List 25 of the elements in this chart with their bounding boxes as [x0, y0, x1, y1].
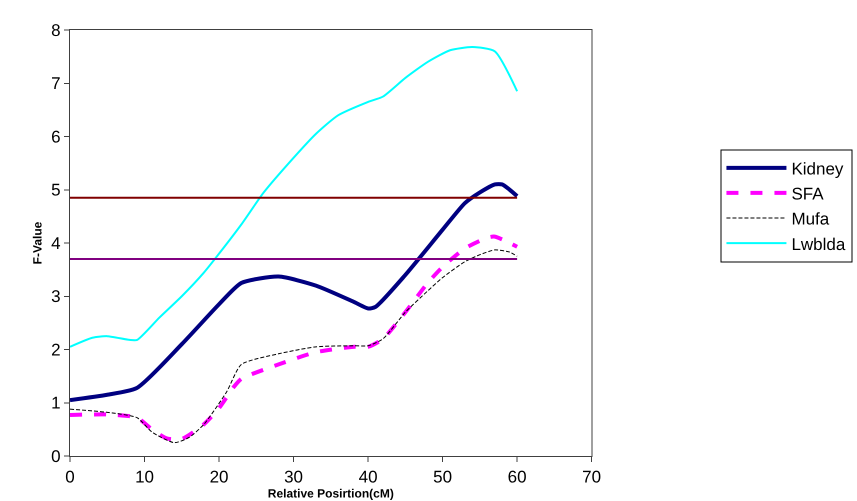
- x-tick-label: 10: [135, 467, 154, 486]
- line-series: [70, 182, 520, 402]
- legend-label: Lwblda: [791, 234, 846, 254]
- y-tick-label: 6: [51, 127, 61, 146]
- y-tick-label: 7: [51, 74, 61, 94]
- y-tick-label: 2: [51, 340, 61, 360]
- x-tick-label: 60: [508, 467, 527, 486]
- x-tick-label: 50: [433, 467, 452, 486]
- x-tick-label: 40: [358, 467, 378, 486]
- y-tick-label: 0: [51, 446, 61, 466]
- x-tick-label: 0: [65, 467, 75, 486]
- legend-label: Kidney: [791, 159, 844, 178]
- y-axis-title: F-Value: [30, 221, 44, 264]
- y-tick-label: 4: [51, 234, 61, 253]
- y-tick-label: 3: [51, 287, 61, 306]
- x-tick-label: 20: [210, 467, 228, 486]
- y-tick-label: 1: [51, 394, 61, 413]
- line-series: [70, 46, 518, 348]
- x-tick-label: 30: [284, 467, 304, 486]
- legend-label: Mufa: [791, 210, 830, 229]
- x-tick-label: 70: [582, 467, 602, 486]
- x-axis-title: Relative Posirtion(cM): [268, 486, 394, 500]
- legend-label: SFA: [791, 184, 824, 204]
- y-tick-label: 5: [51, 180, 61, 200]
- y-tick-label: 8: [51, 20, 61, 40]
